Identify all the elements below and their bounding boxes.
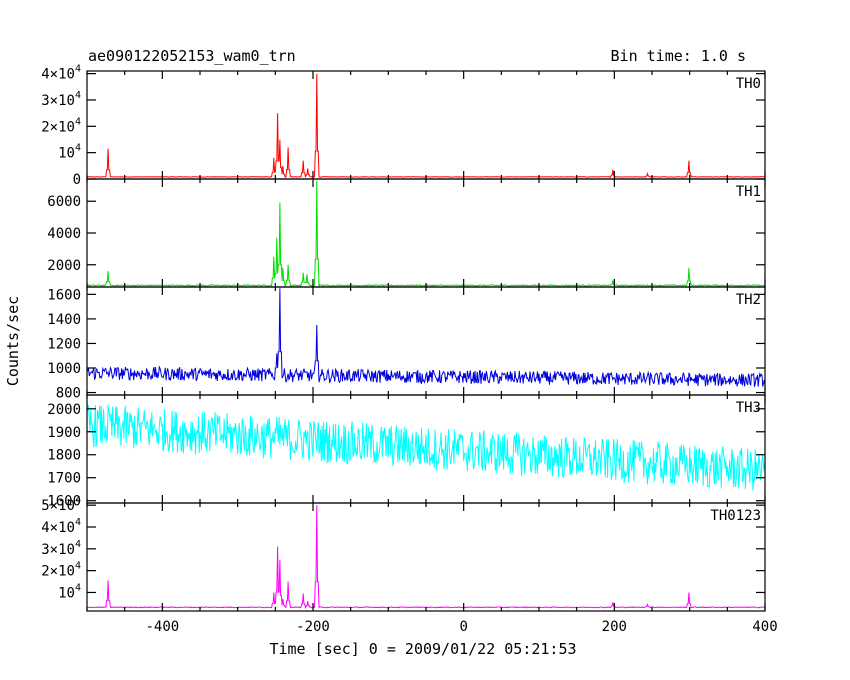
panel-frame	[86, 178, 766, 288]
y-tick-label: 1700	[47, 471, 81, 487]
y-tick-label: 4×104	[41, 64, 81, 83]
y-tick-exponent: 4	[75, 90, 81, 101]
y-tick-mantissa: 1800	[47, 448, 81, 464]
series-line-th1	[87, 180, 765, 287]
y-tick-exponent: 4	[75, 561, 81, 572]
panel-label-th1: TH1	[736, 184, 761, 200]
y-tick-label: 6000	[47, 194, 81, 210]
y-tick-mantissa: 4×10	[41, 520, 75, 536]
y-tick-mantissa: 1600	[47, 287, 81, 303]
y-tick-label: 1600	[47, 494, 81, 510]
y-tick-mantissa: 10	[58, 585, 75, 601]
y-tick-mantissa: 0	[73, 172, 81, 188]
y-tick-label: 1400	[47, 312, 81, 328]
y-tick-label: 104	[58, 143, 81, 162]
x-tick-label: 0	[459, 619, 467, 635]
y-tick-label: 800	[56, 386, 81, 402]
y-tick-mantissa: 4000	[47, 226, 81, 242]
y-tick-label: 1600	[47, 287, 81, 303]
y-tick-mantissa: 3×10	[41, 542, 75, 558]
y-tick-label: 3×104	[41, 539, 81, 558]
y-tick-mantissa: 1600	[47, 494, 81, 510]
y-tick-mantissa: 5×10	[41, 498, 75, 514]
y-tick-label: 5×104	[41, 495, 81, 514]
y-tick-exponent: 4	[75, 64, 81, 75]
x-tick-label: 200	[602, 619, 627, 635]
series-line-th3	[87, 403, 765, 491]
y-tick-label: 2×104	[41, 116, 81, 135]
y-tick-exponent: 4	[75, 143, 81, 154]
y-tick-mantissa: 4×10	[41, 67, 75, 83]
series-line-th2	[87, 288, 765, 387]
panel-frame	[86, 502, 766, 612]
x-tick-label: -400	[145, 619, 179, 635]
y-tick-mantissa: 6000	[47, 194, 81, 210]
x-tick-label: -200	[296, 619, 330, 635]
observation-id: ae090122052153_wam0_trn	[88, 47, 296, 65]
y-tick-mantissa: 1000	[47, 361, 81, 377]
y-tick-label: 2×104	[41, 561, 81, 580]
y-tick-label: 1000	[47, 361, 81, 377]
y-tick-mantissa: 1900	[47, 425, 81, 441]
y-tick-label: 4000	[47, 226, 81, 242]
y-tick-mantissa: 1200	[47, 336, 81, 352]
y-tick-exponent: 4	[75, 582, 81, 593]
series-line-th0	[87, 73, 765, 178]
y-tick-mantissa: 2000	[47, 402, 81, 418]
y-tick-exponent: 4	[75, 495, 81, 506]
panel-th3: 1600 1700 1800 1900 2000 TH3	[47, 394, 766, 510]
panel-label-th3: TH3	[736, 400, 761, 416]
series-line-th0123	[87, 505, 765, 610]
y-tick-mantissa: 1400	[47, 312, 81, 328]
y-tick-mantissa: 10	[58, 146, 75, 162]
y-tick-label: 0	[73, 172, 81, 188]
y-tick-mantissa: 3×10	[41, 93, 75, 109]
panel-label-th0: TH0	[736, 76, 761, 92]
panel-th2: 800 1000 1200 1400 1600 TH2	[47, 286, 766, 402]
y-tick-mantissa: 1700	[47, 471, 81, 487]
y-tick-label: 1900	[47, 425, 81, 441]
y-tick-mantissa: 2×10	[41, 119, 75, 135]
y-axis-label: Counts/sec	[4, 296, 22, 386]
panel-frame	[86, 70, 766, 180]
y-tick-mantissa: 2×10	[41, 564, 75, 580]
y-tick-label: 1800	[47, 448, 81, 464]
panel-label-th2: TH2	[736, 292, 761, 308]
x-axis-label: Time [sec] 0 = 2009/01/22 05:21:53	[269, 640, 576, 658]
y-tick-label: 104	[58, 582, 81, 601]
panel-th1: 2000 4000 6000 TH1	[47, 178, 766, 288]
y-tick-label: 2000	[47, 258, 81, 274]
y-tick-label: 1200	[47, 336, 81, 352]
y-tick-mantissa: 2000	[47, 258, 81, 274]
y-tick-exponent: 4	[75, 539, 81, 550]
x-tick-label: 400	[752, 619, 777, 635]
y-tick-label: 4×104	[41, 517, 81, 536]
y-tick-exponent: 4	[75, 116, 81, 127]
panel-label-th0123: TH0123	[710, 508, 761, 524]
panels-group: 01042×1043×1044×104TH0200040006000TH1800…	[41, 64, 777, 635]
y-tick-mantissa: 800	[56, 386, 81, 402]
y-tick-label: 2000	[47, 402, 81, 418]
y-tick-label: 3×104	[41, 90, 81, 109]
y-tick-exponent: 4	[75, 517, 81, 528]
bin-time: Bin time: 1.0 s	[611, 47, 746, 65]
